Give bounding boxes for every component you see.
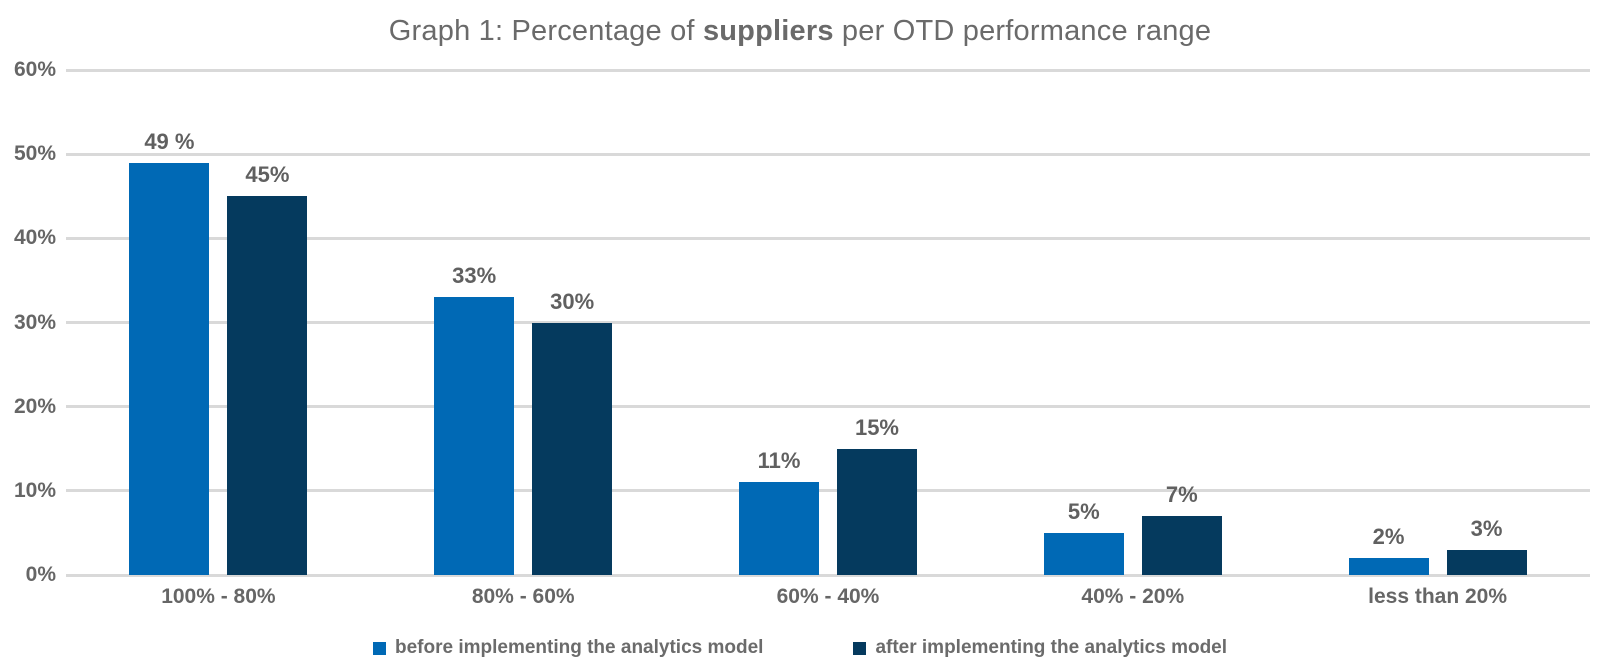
bar-group-1: 49 % 45% [66,70,371,575]
plot-area: 49 % 45% 33% 30% 11% 15% 5% 7% 2% 3% [66,68,1590,577]
bar-before-4: 5% [1043,499,1124,575]
x-category-label-2: 80% - 60% [471,585,575,608]
chart-title: Graph 1: Percentage of suppliers per OTD… [0,15,1600,48]
y-tick-label-10: 10% [13,478,56,502]
bar-group-2: 33% 30% [371,70,676,575]
bar-after-4: 7% [1141,482,1222,575]
bar-value-label: 49 % [144,128,195,154]
bar-groups: 49 % 45% 33% 30% 11% 15% 5% 7% 2% 3% [66,70,1590,575]
gridline-20 [66,405,1590,409]
bar-group-4: 5% 7% [980,70,1285,575]
bar-value-label: 45% [245,162,290,188]
bar-after-2: 30% [532,289,613,575]
gridline-30 [66,321,1590,324]
x-category-label-3: 60% - 40% [776,585,880,608]
gridline-40 [66,236,1590,240]
chart-title-prefix: Graph 1: Percentage of [388,15,703,47]
bar-after-3: 15% [836,415,917,575]
bar-after-1: 45% [227,162,308,575]
bar-value-label: 2% [1372,524,1405,550]
bar-value-label: 11% [757,448,801,474]
legend-item-after: after implementing the analytics model [853,637,1227,659]
bar-value-label: 7% [1165,482,1198,508]
chart-title-bold-word: suppliers [702,15,834,47]
gridline-60 [66,68,1590,72]
legend: before implementing the analytics model a… [0,637,1600,659]
bar-value-label: 15% [854,414,899,440]
bar-before-2: 33% [434,263,515,575]
y-tick-label-50: 50% [13,142,56,166]
bar-after-5: 3% [1446,516,1527,575]
y-tick-label-30: 30% [13,310,56,334]
bar-value-label: 5% [1067,498,1100,524]
x-category-label-4: 40% - 20% [1081,585,1185,608]
x-category-label-1: 100% - 80% [161,585,276,608]
legend-swatch-after [853,641,867,655]
y-tick-label-0: 0% [25,563,56,586]
bar-group-3: 11% 15% [676,70,981,575]
y-tick-label-20: 20% [13,394,56,418]
legend-swatch-before [372,641,386,655]
x-axis: 100% - 80% 80% - 60% 60% - 40% 40% - 20% les… [66,585,1590,609]
legend-label-before: before implementing the analytics model [394,637,764,658]
y-tick-label-60: 60% [13,58,56,81]
y-tick-label-40: 40% [13,226,56,250]
bar-value-label: 33% [452,263,497,289]
gridline-10 [66,489,1590,493]
gridline-0 [66,573,1590,577]
gridline-50 [66,152,1590,156]
bar-value-label: 30% [550,288,595,314]
bar-before-1: 49 % [129,129,210,575]
y-axis: 0% 10% 20% 30% 40% 50% 60% [0,58,56,586]
bar-group-5: 2% 3% [1285,70,1590,575]
bar-value-label: 3% [1470,515,1503,541]
legend-label-after: after implementing the analytics model [875,637,1228,658]
legend-item-before: before implementing the analytics model [372,637,764,659]
chart-title-suffix: per OTD performance range [833,15,1212,47]
bar-before-3: 11% [738,448,819,575]
x-category-label-5: less than 20% [1368,585,1508,608]
bar-before-5: 2% [1348,524,1429,575]
